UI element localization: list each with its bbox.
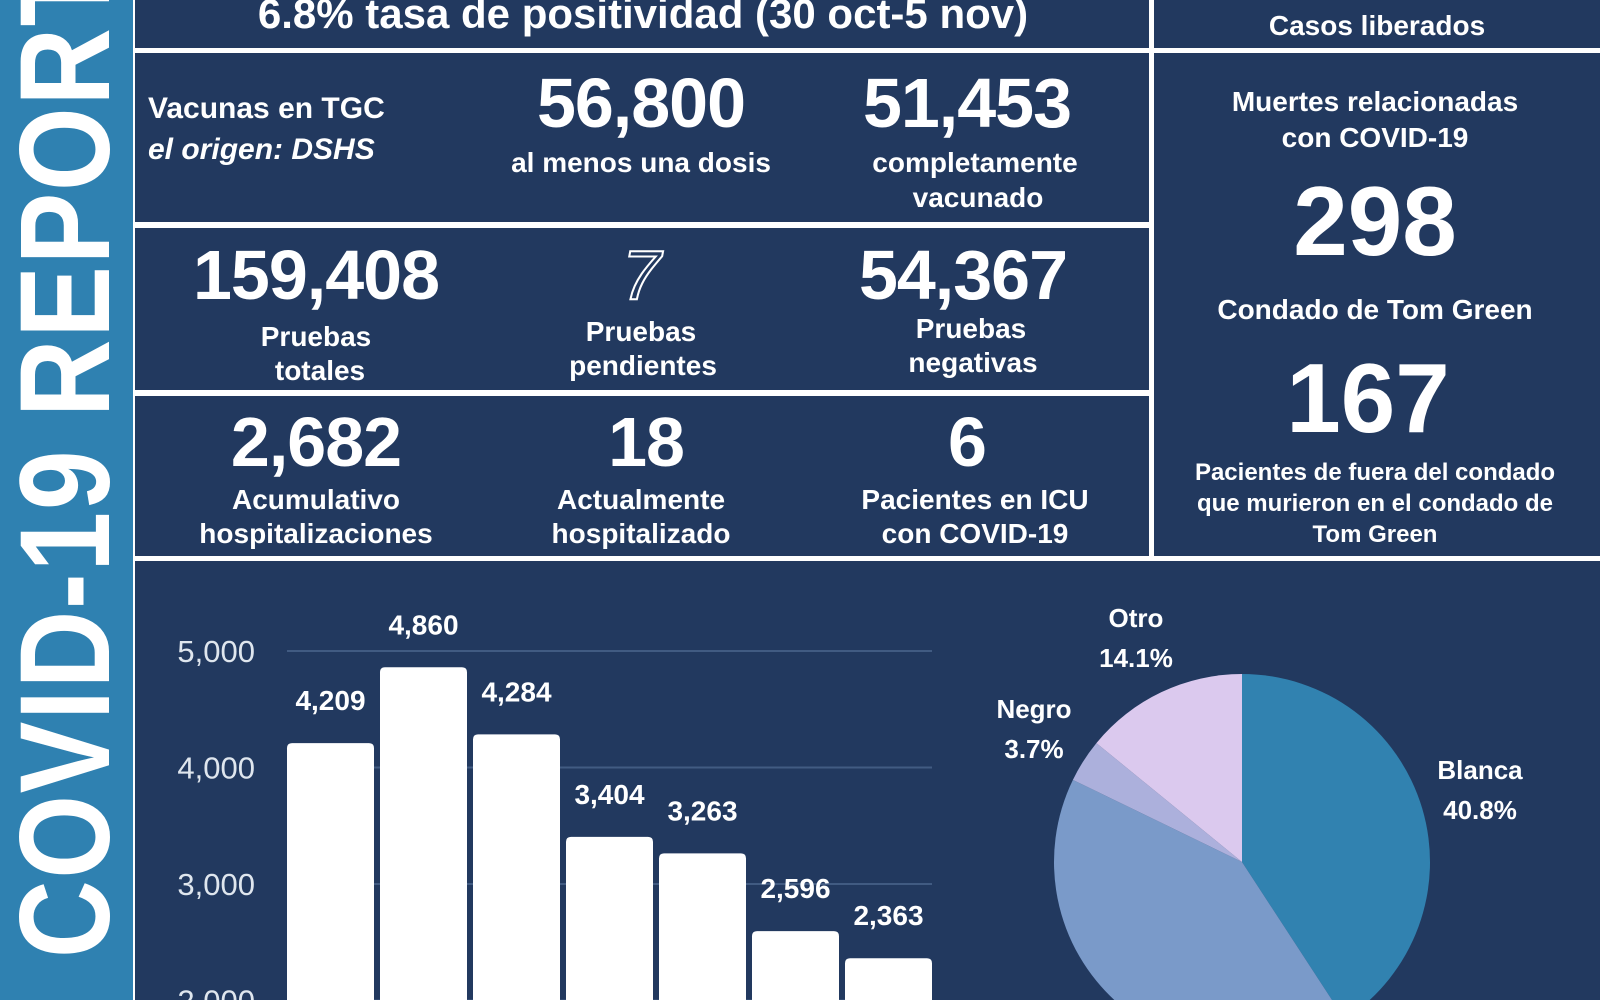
total-tests-label: Pruebas [260,321,372,352]
currently-hospitalized-label-2: hospitalizado [551,518,731,549]
outside-deaths-label-2: que murieron en el condado de [1196,490,1554,517]
y-tick-label: 5,000 [177,634,255,669]
cumulative-hospitalizations-label-2: hospitalizaciones [199,518,433,549]
positivity-rate: 6.8% tasa de positividad (30 oct-5 nov) [257,0,1029,37]
vaccines-panel [135,53,1149,222]
bar [845,958,932,1000]
bar [287,743,374,1000]
total-tests-label-2: totales [274,355,366,386]
deaths-panel [1154,53,1600,556]
tests-panel [135,228,1149,390]
deaths-title-2: con COVID-19 [1281,122,1469,153]
y-tick-label: 3,000 [177,867,255,902]
bar-value-label: 4,860 [388,609,458,640]
total-tests-value: 159,408 [192,236,440,314]
released-panel [1154,0,1600,48]
vaccines-title: Vacunas en TGC [148,92,385,125]
currently-hospitalized-label: Actualmente [556,484,726,515]
sidebar: COVID-19 REPORT [0,0,133,1000]
pie-label-percent: 40.8% [1443,795,1517,825]
released-label: Casos liberados [1268,10,1486,41]
bar-value-label: 3,404 [574,779,644,810]
bar-value-label: 4,209 [295,685,365,716]
pie-slice-negro [1072,743,1242,862]
one-dose-value: 56,800 [536,64,746,142]
bar-value-label: 4,284 [481,676,551,707]
pie-label-percent: 14.1% [1099,643,1173,673]
hospital-panel [135,396,1149,556]
pie-label-name: Blanca [1437,755,1523,785]
icu-patients-value: 6 [948,403,987,481]
currently-hospitalized-value: 18 [608,403,685,481]
one-dose-label: al menos una dosis [511,147,771,178]
deaths-title: Muertes relacionadas [1231,86,1519,117]
cumulative-hospitalizations-value: 2,682 [230,403,402,481]
fully-vaccinated-label-2: vacunado [912,182,1044,213]
negative-tests-label-2: negativas [908,347,1038,378]
bar [566,836,653,1000]
bar-value-label: 2,596 [760,873,830,904]
pie-label-percent: 3.7% [1004,734,1063,764]
pie-slice [1054,779,1333,1000]
outside-deaths-label-3: Tom Green [1312,521,1438,548]
fully-vaccinated-label: completamente [872,147,1078,178]
outside-deaths-label: Pacientes de fuera del condado [1194,459,1556,486]
county-deaths-label: Condado de Tom Green [1217,294,1533,325]
county-deaths-value: 298 [1293,166,1457,276]
pending-tests-value: 7 [621,236,662,314]
cumulative-hospitalizations-label: Acumulativo [231,484,401,515]
y-tick-label: 2,000 [177,984,255,1000]
pie-slice-blanca [1242,674,1430,1000]
bar-value-label: 2,363 [853,900,923,931]
pending-tests-label-2: pendientes [569,350,717,381]
bar [659,853,746,1000]
icu-patients-label-2: con COVID-19 [881,518,1069,549]
fully-vaccinated-value: 51,453 [862,64,1072,142]
negative-tests-value: 54,367 [858,236,1068,314]
outside-deaths-value: 167 [1286,343,1450,453]
pie-label-name: Negro [996,694,1071,724]
bar [473,734,560,1000]
positivity-panel [135,0,1149,48]
bar [752,931,839,1000]
pending-tests-label: Pruebas [585,316,697,347]
vaccines-source: el origen: DSHS [148,133,375,166]
negative-tests-label: Pruebas [915,313,1027,344]
pie-slice-otro [1096,674,1242,862]
bar-value-label: 3,263 [667,795,737,826]
y-tick-label: 4,000 [177,751,255,786]
pie-label-name: Otro [1109,603,1164,633]
icu-patients-label: Pacientes en ICU [861,484,1089,515]
bar [380,667,467,1000]
